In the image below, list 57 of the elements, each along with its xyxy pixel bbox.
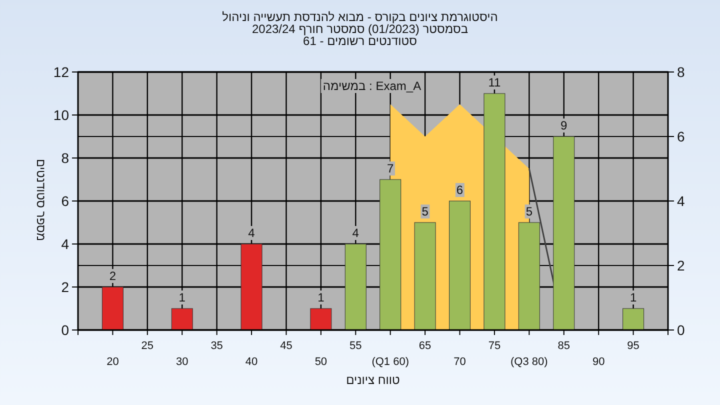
x-tick-label: 65 bbox=[418, 340, 432, 352]
y-tick-label: 2 bbox=[61, 279, 70, 295]
x-tick-label: 35 bbox=[210, 340, 223, 352]
data-label: 1 bbox=[630, 290, 637, 304]
bar bbox=[414, 222, 436, 330]
y-tick-label: 0 bbox=[61, 322, 70, 338]
annotation: במשימה : Exam_A bbox=[322, 79, 422, 93]
data-label: 1 bbox=[318, 290, 325, 304]
bar bbox=[102, 286, 124, 330]
y-axis-title: מספר סטודנטים bbox=[34, 158, 48, 242]
y2-tick-label: 0 bbox=[677, 322, 685, 338]
bar bbox=[553, 136, 575, 330]
bar bbox=[310, 308, 332, 330]
x-tick-label: 25 bbox=[141, 340, 154, 352]
bar bbox=[171, 308, 193, 330]
data-label: 2 bbox=[109, 269, 116, 283]
x-tick-label: 20 bbox=[106, 356, 119, 368]
chart-subtitle: בסמסטר (01/2023) סמסטר חורף 2023/24 סטודנטים רשומים - 61 bbox=[252, 22, 468, 48]
data-label: 9 bbox=[560, 118, 568, 132]
x-tick-label: 30 bbox=[176, 356, 188, 368]
chart-title: היסטוגרמת ציונים בקורס - מבוא להנדסת תעשייה וניהול bbox=[222, 10, 498, 24]
data-label: 11 bbox=[488, 76, 502, 90]
bar bbox=[449, 200, 471, 330]
data-label: 5 bbox=[422, 204, 429, 218]
y-tick-label: 10 bbox=[53, 107, 70, 123]
x-tick-label: 40 bbox=[245, 356, 258, 368]
y2-tick-label: 8 bbox=[677, 64, 685, 80]
y-tick-label: 8 bbox=[61, 150, 70, 166]
bar bbox=[344, 244, 366, 330]
x-tick-label: 45 bbox=[280, 340, 292, 352]
bar bbox=[518, 222, 540, 330]
x-tick-label: 70 bbox=[454, 356, 466, 368]
data-label: 5 bbox=[526, 204, 533, 218]
y2-tick-label: 2 bbox=[677, 258, 685, 274]
x-tick-label: 95 bbox=[627, 340, 640, 352]
y-tick-label: 12 bbox=[53, 64, 70, 80]
data-label: 1 bbox=[178, 290, 186, 304]
bar bbox=[484, 93, 506, 330]
data-label: 4 bbox=[248, 226, 256, 240]
x-tick-label: (Q3 80) bbox=[510, 356, 548, 368]
bar bbox=[240, 244, 262, 330]
y-tick-label: 4 bbox=[61, 236, 70, 252]
data-label: 4 bbox=[352, 226, 360, 240]
bar bbox=[622, 308, 644, 330]
x-tick-label: 75 bbox=[488, 340, 501, 352]
x-tick-label: 85 bbox=[558, 340, 570, 352]
y2-tick-label: 6 bbox=[677, 128, 685, 144]
data-label: 6 bbox=[456, 183, 464, 197]
y-tick-label: 6 bbox=[61, 193, 70, 209]
x-tick-label: (Q1 60) bbox=[372, 356, 409, 368]
x-axis-title: טווח ציונים bbox=[346, 373, 400, 387]
x-tick-label: 55 bbox=[350, 340, 362, 352]
data-label: 7 bbox=[387, 162, 394, 176]
bar bbox=[380, 179, 402, 330]
x-tick-label: 90 bbox=[592, 356, 605, 368]
x-tick-label: 50 bbox=[314, 356, 328, 368]
y2-tick-label: 4 bbox=[677, 193, 685, 209]
